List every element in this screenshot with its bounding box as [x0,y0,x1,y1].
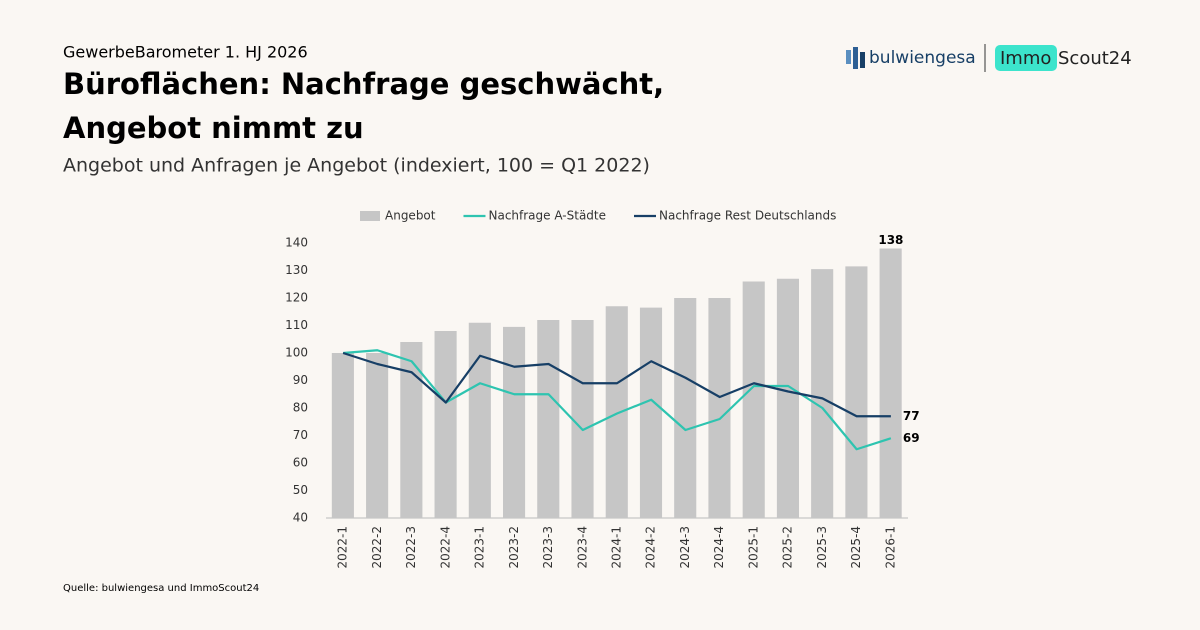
value-label: 69 [903,431,920,445]
x-tick-label: 2025-4 [849,526,863,569]
legend-label: Nachfrage A-Städte [488,209,606,223]
bar [674,298,697,518]
bar [434,331,457,518]
y-tick-label: 60 [293,456,308,470]
x-tick-label: 2022-4 [438,526,452,569]
x-tick-label: 2025-3 [815,526,829,569]
x-tick-label: 2024-3 [678,526,692,569]
bar [366,353,389,518]
x-tick-label: 2024-1 [610,526,624,569]
value-label: 138 [878,233,903,247]
bar [776,278,799,518]
bar [571,320,594,518]
description: Angebot und Anfragen je Angebot (indexie… [63,155,650,177]
bar [605,306,628,518]
y-tick-label: 140 [285,236,308,250]
x-tick-label: 2023-3 [541,526,555,569]
title: Büroflächen: Nachfrage geschwächt, [63,67,664,101]
line [342,351,891,418]
y-tick-label: 90 [293,373,308,387]
logo-icon [860,52,865,68]
title: Angebot nimmt zu [63,111,364,145]
bar [468,322,491,518]
y-tick-label: 120 [285,291,308,305]
legend-item: Nachfrage A-Städte [463,209,606,223]
logo-text: Immo [1000,48,1051,69]
y-tick-label: 80 [293,401,308,415]
x-tick-label: 2024-2 [644,526,658,569]
bar [400,342,423,518]
source: Quelle: bulwiengesa und ImmoScout24 [63,583,259,594]
x-tick-label: 2023-2 [507,526,521,569]
x-tick-label: 2022-1 [336,526,350,569]
kicker: GewerbeBarometer 1. HJ 2026 [63,43,308,62]
logo: bulwiengesa Immo Scout24 [846,44,1132,72]
x-tick-label: 2024-4 [712,526,726,569]
value-label: 77 [903,409,920,423]
bar [331,353,354,518]
logo-icon [846,50,851,64]
x-tick-label: 2026-1 [883,526,897,569]
x-tick-label: 2022-3 [404,526,418,569]
bar [502,326,526,518]
logo-badge [995,45,1057,71]
bar [845,266,868,518]
y-tick-label: 50 [293,483,308,497]
x-tick-label: 2023-4 [575,526,589,569]
x-tick-label: 2025-2 [781,526,795,569]
y-tick-label: 40 [293,511,308,525]
legend-label: Nachfrage Rest Deutschlands [659,209,836,223]
bar [639,307,663,518]
y-tick-label: 100 [285,346,308,360]
y-tick-label: 110 [285,318,308,332]
y-tick-label: 130 [285,263,308,277]
bar [708,298,731,518]
bar [879,248,902,518]
bar [811,269,834,518]
legend-item: Angebot [360,209,436,223]
legend-swatch [360,211,380,221]
logo-text: bulwiengesa [869,48,976,68]
logo-icon [853,47,858,69]
y-tick-label: 70 [293,428,308,442]
x-tick-label: 2022-2 [370,526,384,569]
bar [537,320,560,518]
logo-text: Scout24 [1058,48,1132,69]
x-tick-label: 2025-1 [746,526,760,569]
legend-item: Nachfrage Rest Deutschlands [634,209,836,223]
bar [742,281,765,518]
legend-label: Angebot [385,209,436,223]
x-tick-label: 2023-1 [473,526,487,569]
